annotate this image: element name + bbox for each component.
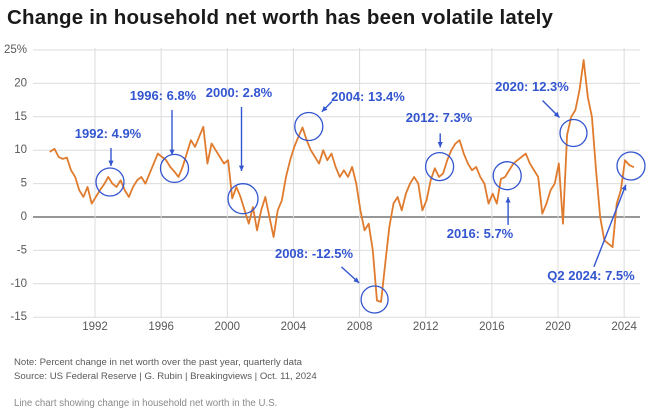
svg-text:2004: 2004 <box>281 321 307 333</box>
svg-text:2020: 2020 <box>545 321 571 333</box>
svg-text:1992: 1992 <box>82 321 108 333</box>
svg-text:-5: -5 <box>17 244 27 256</box>
svg-text:1992: 4.9%: 1992: 4.9% <box>75 126 142 141</box>
svg-text:25%: 25% <box>4 44 27 56</box>
svg-text:1996: 1996 <box>148 321 174 333</box>
svg-text:2000: 2000 <box>214 321 240 333</box>
svg-text:2016: 2016 <box>479 321 505 333</box>
svg-text:-15: -15 <box>10 311 27 323</box>
svg-text:2016: 5.7%: 2016: 5.7% <box>447 226 514 241</box>
svg-text:1996: 6.8%: 1996: 6.8% <box>130 88 197 103</box>
svg-text:2012: 2012 <box>413 321 439 333</box>
svg-text:20: 20 <box>14 78 27 90</box>
svg-text:Q2 2024: 7.5%: Q2 2024: 7.5% <box>547 268 635 283</box>
svg-text:10: 10 <box>14 144 27 156</box>
svg-text:2000: 2.8%: 2000: 2.8% <box>206 85 273 100</box>
svg-text:2004: 13.4%: 2004: 13.4% <box>331 89 405 104</box>
svg-text:-10: -10 <box>10 278 27 290</box>
svg-text:2020: 12.3%: 2020: 12.3% <box>495 79 569 94</box>
svg-text:2024: 2024 <box>611 321 637 333</box>
svg-text:15: 15 <box>14 111 27 123</box>
svg-text:0: 0 <box>21 211 27 223</box>
svg-text:5: 5 <box>21 178 27 190</box>
svg-text:2012: 7.3%: 2012: 7.3% <box>406 110 473 125</box>
svg-text:2008: 2008 <box>347 321 373 333</box>
svg-text:2008: -12.5%: 2008: -12.5% <box>275 246 353 261</box>
